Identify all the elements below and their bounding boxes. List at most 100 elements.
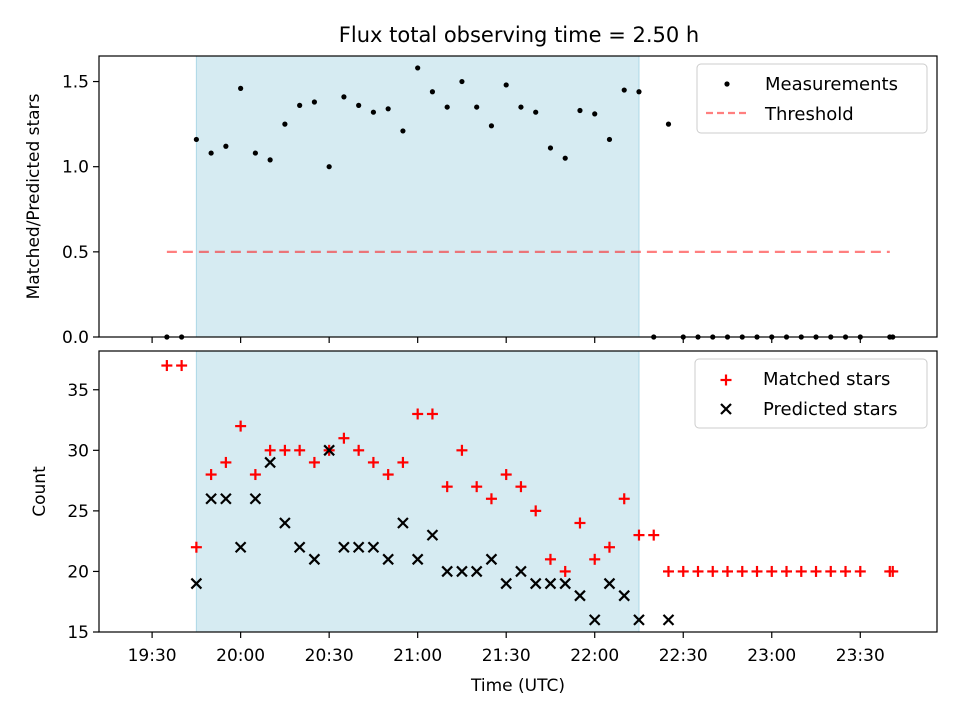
predicted-star-marker-b xyxy=(470,565,483,578)
matched-star-point xyxy=(485,493,497,505)
legend-threshold-label: Threshold xyxy=(764,104,854,125)
measurement-point xyxy=(400,128,406,134)
predicted-star-point xyxy=(588,614,601,626)
chart-title: Flux total observing time = 2.50 h xyxy=(339,23,699,47)
predicted-star-point xyxy=(190,577,203,590)
bottom-plot-frame xyxy=(98,350,938,633)
matched-star-point xyxy=(500,469,512,481)
matched-star-point xyxy=(338,432,350,444)
predicted-star-point xyxy=(500,577,512,590)
predicted-star-point xyxy=(264,456,276,469)
matched-star-point xyxy=(412,408,424,420)
predicted-star-marker-b xyxy=(588,614,601,626)
predicted-star-point xyxy=(720,403,732,415)
matched-star-point xyxy=(720,374,732,386)
y-tick-label: 15 xyxy=(67,623,89,643)
bottom-legend-box xyxy=(694,358,928,429)
bottom-y-axis-ticks: 15 20 25 30 35 xyxy=(67,381,99,643)
matched-star-point xyxy=(353,444,365,456)
predicted-star-marker-b xyxy=(633,614,645,626)
measurement-point xyxy=(311,99,318,105)
matched-star-point xyxy=(840,565,852,577)
matched-star-point xyxy=(235,420,247,432)
bottom-y-axis-label: Count xyxy=(30,466,50,517)
predicted-star-point xyxy=(485,553,498,566)
measurement-point xyxy=(238,85,244,91)
x-tick-label: 23:00 xyxy=(747,646,796,666)
legend-matched-label: Matched stars xyxy=(763,369,890,390)
legend-measurement-marker xyxy=(724,81,730,87)
predicted-star-marker-b xyxy=(308,553,321,566)
predicted-star-point xyxy=(234,541,247,553)
matched-star-point xyxy=(559,565,571,577)
predicted-star-marker-b xyxy=(234,541,247,553)
predicted-star-marker-b xyxy=(618,589,631,602)
measurement-point xyxy=(606,136,613,143)
predicted-star-point xyxy=(323,444,335,457)
matched-star-point xyxy=(766,565,778,577)
predicted-star-point xyxy=(205,492,217,505)
predicted-star-point xyxy=(574,589,586,602)
legend-predicted-marker xyxy=(720,403,732,415)
measurement-point xyxy=(665,121,672,127)
measurement-point xyxy=(193,136,199,143)
y-tick-label: 1.5 xyxy=(62,73,89,93)
top-y-axis-ticks: 0.0 0.5 1.0 1.5 xyxy=(62,73,99,348)
matched-star-point xyxy=(736,565,748,577)
y-tick-label: 35 xyxy=(67,381,89,401)
y-tick-label: 0.0 xyxy=(62,328,89,348)
legend-predicted-label: Predicted stars xyxy=(763,399,897,420)
predicted-star-marker-b xyxy=(426,529,439,541)
measurement-point xyxy=(297,102,303,108)
observing-span xyxy=(195,55,640,338)
predicted-star-point xyxy=(338,541,350,553)
matched-star-point xyxy=(887,565,899,577)
matched-star-point xyxy=(308,456,320,468)
measurement-point xyxy=(459,78,465,85)
predicted-star-point xyxy=(426,529,439,541)
matched-star-point xyxy=(205,469,217,481)
top-legend-box xyxy=(696,63,928,134)
predicted-star-point xyxy=(559,577,571,590)
predicted-star-point xyxy=(662,614,675,626)
matched-star-point xyxy=(795,565,807,577)
legend-matched-marker xyxy=(720,374,732,386)
measurement-point xyxy=(636,89,642,95)
predicted-star-marker-b xyxy=(574,589,586,602)
predicted-star-marker-b xyxy=(411,553,424,566)
matched-star-point xyxy=(574,517,586,529)
predicted-star-point xyxy=(279,517,291,529)
measurement-point xyxy=(326,164,332,170)
predicted-star-point xyxy=(382,553,394,566)
predicted-star-marker-b xyxy=(367,541,380,553)
measurement-point xyxy=(252,150,258,156)
measurement-point xyxy=(267,157,273,163)
matched-star-point xyxy=(677,565,689,577)
observing-span xyxy=(195,350,640,633)
matched-star-point xyxy=(471,481,483,493)
measurement-point xyxy=(444,104,450,110)
predicted-star-point xyxy=(293,541,306,553)
matched-star-point xyxy=(603,541,615,553)
matched-star-point xyxy=(618,493,630,505)
matched-star-point xyxy=(751,565,763,577)
predicted-star-marker-b xyxy=(249,492,262,505)
matched-star-point xyxy=(854,565,866,577)
predicted-star-point xyxy=(544,577,557,590)
matched-star-point xyxy=(589,553,601,565)
predicted-star-marker-b xyxy=(559,577,571,590)
y-tick-label: 30 xyxy=(67,441,89,461)
matched-star-point xyxy=(662,565,674,577)
top-legend: Measurements Threshold xyxy=(696,63,928,134)
predicted-star-point xyxy=(618,589,631,602)
y-tick-label: 25 xyxy=(67,502,89,522)
measurement-point xyxy=(429,89,436,95)
measurement-point xyxy=(533,109,539,115)
predicted-star-marker-b xyxy=(720,403,732,415)
x-axis-label: Time (UTC) xyxy=(470,676,565,696)
predicted-star-point xyxy=(441,565,453,578)
measurement-point xyxy=(577,107,583,114)
predicted-star-point xyxy=(411,553,424,566)
measurement-point xyxy=(518,104,524,110)
